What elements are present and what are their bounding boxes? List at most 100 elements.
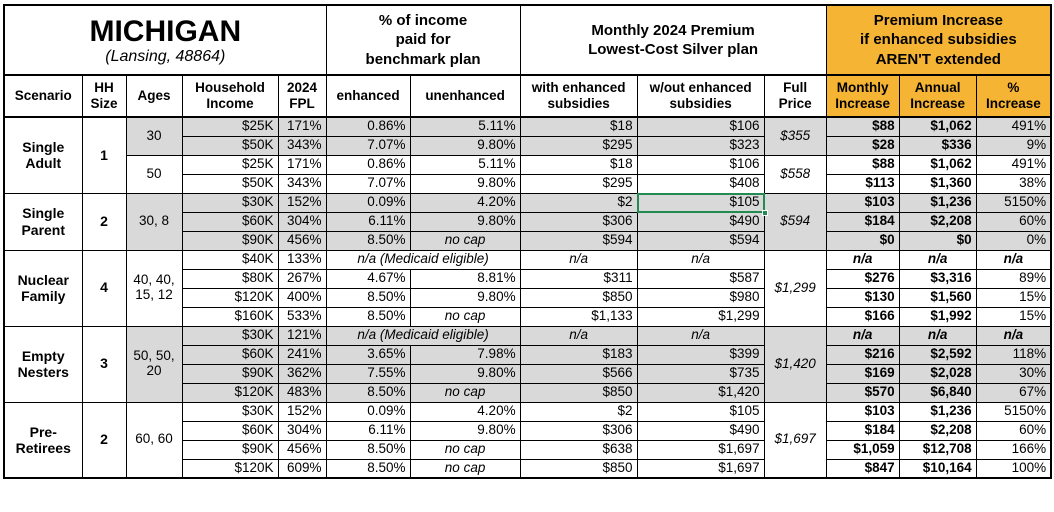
cell-pct-increase[interactable]: 67% bbox=[975, 382, 1052, 403]
cell-without-subsidies[interactable]: $980 bbox=[636, 287, 765, 308]
cell-enhanced[interactable]: 6.11% bbox=[325, 420, 411, 441]
cell-fpl[interactable]: 362% bbox=[277, 363, 327, 384]
cell-pct-increase[interactable]: 89% bbox=[975, 268, 1052, 289]
cell-monthly-increase[interactable]: n/a bbox=[825, 249, 900, 270]
cell-income[interactable]: $60K bbox=[181, 344, 279, 365]
cell-income[interactable]: $160K bbox=[181, 306, 279, 327]
cell-enhanced[interactable]: 0.09% bbox=[325, 192, 411, 213]
cell-annual-increase[interactable]: $12,708 bbox=[898, 439, 977, 460]
cell-with-subsidies[interactable]: $566 bbox=[519, 363, 638, 384]
cell-fpl[interactable]: 456% bbox=[277, 230, 327, 251]
cell-unenhanced[interactable]: 7.98% bbox=[409, 344, 521, 365]
cell-without-subsidies[interactable]: $408 bbox=[636, 173, 765, 194]
cell-medicaid-note[interactable]: n/a (Medicaid eligible) bbox=[325, 249, 521, 270]
cell-without-subsidies[interactable]: $106 bbox=[636, 116, 765, 137]
cell-unenhanced[interactable]: 9.80% bbox=[409, 287, 521, 308]
cell-monthly-increase[interactable]: $184 bbox=[825, 211, 900, 232]
cell-unenhanced[interactable]: no cap bbox=[409, 230, 521, 251]
cell-income[interactable]: $25K bbox=[181, 116, 279, 137]
cell-fpl[interactable]: 533% bbox=[277, 306, 327, 327]
cell-income[interactable]: $120K bbox=[181, 382, 279, 403]
cell-unenhanced[interactable]: no cap bbox=[409, 306, 521, 327]
cell-annual-increase[interactable]: $2,592 bbox=[898, 344, 977, 365]
cell-fpl[interactable]: 456% bbox=[277, 439, 327, 460]
cell-with-subsidies[interactable]: $2 bbox=[519, 401, 638, 422]
cell-pct-increase[interactable]: 5150% bbox=[975, 192, 1052, 213]
cell-pct-increase[interactable]: 15% bbox=[975, 287, 1052, 308]
cell-enhanced[interactable]: 0.86% bbox=[325, 154, 411, 175]
cell-monthly-increase[interactable]: $276 bbox=[825, 268, 900, 289]
cell-annual-increase[interactable]: $1,560 bbox=[898, 287, 977, 308]
cell-annual-increase[interactable]: $2,208 bbox=[898, 420, 977, 441]
cell-unenhanced[interactable]: no cap bbox=[409, 382, 521, 403]
cell-hh-size[interactable]: 2 bbox=[81, 192, 127, 251]
header-pct-income[interactable]: % of income paid for benchmark plan bbox=[325, 4, 521, 76]
cell-annual-increase[interactable]: $1,236 bbox=[898, 401, 977, 422]
cell-fpl[interactable]: 400% bbox=[277, 287, 327, 308]
cell-without-subsidies[interactable]: $735 bbox=[636, 363, 765, 384]
col-scenario[interactable]: Scenario bbox=[3, 74, 83, 118]
cell-pct-increase[interactable]: 491% bbox=[975, 116, 1052, 137]
cell-without-subsidies[interactable]: $587 bbox=[636, 268, 765, 289]
cell-with-subsidies[interactable]: $18 bbox=[519, 154, 638, 175]
cell-pct-increase[interactable]: 5150% bbox=[975, 401, 1052, 422]
cell-monthly-increase[interactable]: $113 bbox=[825, 173, 900, 194]
cell-enhanced[interactable]: 7.07% bbox=[325, 173, 411, 194]
col-unenhanced[interactable]: unenhanced bbox=[409, 74, 521, 118]
cell-annual-increase[interactable]: $1,992 bbox=[898, 306, 977, 327]
cell-fpl[interactable]: 241% bbox=[277, 344, 327, 365]
cell-with-subsidies[interactable]: $306 bbox=[519, 211, 638, 232]
cell-fpl[interactable]: 304% bbox=[277, 420, 327, 441]
cell-unenhanced[interactable]: 4.20% bbox=[409, 401, 521, 422]
cell-enhanced[interactable]: 0.09% bbox=[325, 401, 411, 422]
cell-annual-increase[interactable]: $0 bbox=[898, 230, 977, 251]
cell-enhanced[interactable]: 4.67% bbox=[325, 268, 411, 289]
cell-annual-increase[interactable]: n/a bbox=[898, 249, 977, 270]
col-with-enhanced-subsidies[interactable]: with enhanced subsidies bbox=[519, 74, 638, 118]
cell-with-subsidies[interactable]: $18 bbox=[519, 116, 638, 137]
cell-without-subsidies[interactable]: $1,420 bbox=[636, 382, 765, 403]
cell-with-subsidies[interactable]: $2 bbox=[519, 192, 638, 213]
cell-annual-increase[interactable]: $1,062 bbox=[898, 116, 977, 137]
col-annual-increase[interactable]: Annual Increase bbox=[898, 74, 977, 118]
cell-income[interactable]: $90K bbox=[181, 439, 279, 460]
col-2024-fpl[interactable]: 2024 FPL bbox=[277, 74, 327, 118]
cell-without-subsidies[interactable]: $1,697 bbox=[636, 458, 765, 479]
cell-with-subsidies[interactable]: $594 bbox=[519, 230, 638, 251]
cell-monthly-increase[interactable]: $88 bbox=[825, 154, 900, 175]
cell-unenhanced[interactable]: 9.80% bbox=[409, 211, 521, 232]
cell-scenario[interactable]: Nuclear Family bbox=[3, 249, 83, 327]
cell-with-subsidies[interactable]: n/a bbox=[519, 249, 638, 270]
col-pct-increase[interactable]: % Increase bbox=[975, 74, 1052, 118]
cell-full-price[interactable]: $558 bbox=[763, 154, 827, 194]
cell-fpl[interactable]: 171% bbox=[277, 154, 327, 175]
cell-without-subsidies[interactable]: $323 bbox=[636, 135, 765, 156]
cell-unenhanced[interactable]: 5.11% bbox=[409, 116, 521, 137]
cell-monthly-increase[interactable]: $184 bbox=[825, 420, 900, 441]
cell-monthly-increase[interactable]: $216 bbox=[825, 344, 900, 365]
cell-fpl[interactable]: 267% bbox=[277, 268, 327, 289]
cell-monthly-increase[interactable]: n/a bbox=[825, 325, 900, 346]
cell-with-subsidies[interactable]: $850 bbox=[519, 287, 638, 308]
cell-without-subsidies[interactable]: $1,697 bbox=[636, 439, 765, 460]
cell-monthly-increase[interactable]: $103 bbox=[825, 192, 900, 213]
cell-pct-increase[interactable]: 15% bbox=[975, 306, 1052, 327]
cell-enhanced[interactable]: 6.11% bbox=[325, 211, 411, 232]
cell-with-subsidies[interactable]: $311 bbox=[519, 268, 638, 289]
cell-fpl[interactable]: 171% bbox=[277, 116, 327, 137]
cell-income[interactable]: $90K bbox=[181, 363, 279, 384]
cell-pct-increase[interactable]: 491% bbox=[975, 154, 1052, 175]
cell-fpl[interactable]: 121% bbox=[277, 325, 327, 346]
cell-income[interactable]: $25K bbox=[181, 154, 279, 175]
cell-fpl[interactable]: 133% bbox=[277, 249, 327, 270]
cell-monthly-increase[interactable]: $130 bbox=[825, 287, 900, 308]
cell-enhanced[interactable]: 8.50% bbox=[325, 458, 411, 479]
cell-pct-increase[interactable]: 166% bbox=[975, 439, 1052, 460]
cell-monthly-increase[interactable]: $88 bbox=[825, 116, 900, 137]
cell-ages[interactable]: 50 bbox=[125, 154, 183, 194]
cell-unenhanced[interactable]: 9.80% bbox=[409, 173, 521, 194]
cell-fpl[interactable]: 152% bbox=[277, 401, 327, 422]
cell-fpl[interactable]: 152% bbox=[277, 192, 327, 213]
cell-with-subsidies[interactable]: $306 bbox=[519, 420, 638, 441]
cell-scenario[interactable]: Empty Nesters bbox=[3, 325, 83, 403]
